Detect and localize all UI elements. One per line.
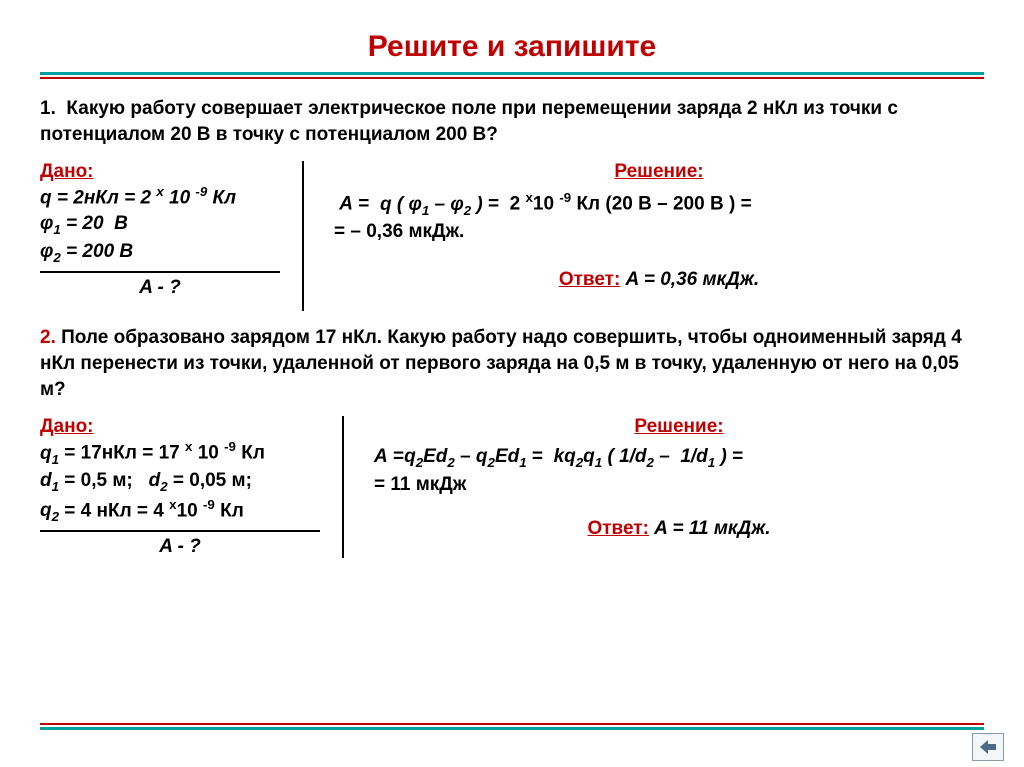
back-button[interactable] [972, 733, 1004, 761]
p1-find: A - ? [40, 275, 280, 299]
given-label-2: Дано: [40, 416, 320, 438]
p1-phi2: φ2 = 200 В [40, 239, 280, 267]
p1-sol-line2: = – 0,36 мкДж. [334, 219, 984, 245]
problem2-number: 2. [40, 327, 56, 348]
problem2-body: Поле образовано зарядом 17 нКл. Какую ра… [40, 327, 962, 399]
p2-q2: q2 = 4 нКл = 4 x10 -9 Кл [40, 496, 320, 526]
problem2-given: Дано: q1 = 17нКл = 17 x 10 -9 Кл d1 = 0,… [40, 416, 344, 558]
p2-d: d1 = 0,5 м; d2 = 0,05 м; [40, 468, 320, 496]
problem1-body: Какую работу совершает электрическое пол… [40, 98, 898, 145]
problem2-block: Дано: q1 = 17нКл = 17 x 10 -9 Кл d1 = 0,… [40, 416, 984, 558]
arrow-left-icon [980, 740, 996, 754]
p2-answer-val: A = 11 мкДж. [649, 518, 771, 539]
problem1-given: Дано: q = 2нКл = 2 x 10 -9 Кл φ1 = 20 В … [40, 161, 304, 311]
p1-hr [40, 271, 280, 273]
given-label-1: Дано: [40, 161, 280, 183]
p1-answer-val: A = 0,36 мкДж. [620, 269, 759, 290]
problem2-solution: Решение: A =q2Ed2 – q2Ed1 = kq2q1 ( 1/d2… [344, 416, 984, 541]
problem2-text: 2. Поле образовано зарядом 17 нКл. Какую… [40, 325, 984, 402]
solution-label-1: Решение: [334, 161, 984, 183]
slide-container: Решите и запишите 1. Какую работу соверш… [0, 0, 1024, 767]
p2-find: A - ? [40, 534, 320, 558]
problem1-text: 1. Какую работу совершает электрическое … [40, 96, 984, 147]
p2-answer: Ответ: A = 11 мкДж. [374, 516, 984, 542]
problem1-number: 1. [40, 98, 56, 119]
answer-label-2: Ответ: [587, 518, 648, 539]
p1-phi1: φ1 = 20 В [40, 211, 280, 239]
problem1-block: Дано: q = 2нКл = 2 x 10 -9 Кл φ1 = 20 В … [40, 161, 984, 311]
solution-label-2: Решение: [374, 416, 984, 438]
slide-title: Решите и запишите [40, 30, 984, 64]
p2-q1: q1 = 17нКл = 17 x 10 -9 Кл [40, 438, 320, 468]
p1-q: q = 2нКл = 2 x 10 -9 Кл [40, 183, 280, 211]
answer-label-1: Ответ: [559, 269, 620, 290]
p2-hr [40, 530, 320, 532]
p2-sol-line2: = 11 мкДж [374, 472, 984, 498]
bottom-divider [40, 723, 984, 729]
top-divider [40, 72, 984, 78]
p1-answer: Ответ: A = 0,36 мкДж. [334, 267, 984, 293]
p1-sol-line1: A = q ( φ1 – φ2 ) = 2 x10 -9 Кл (20 В – … [334, 189, 984, 219]
p2-sol-line1: A =q2Ed2 – q2Ed1 = kq2q1 ( 1/d2 – 1/d1 )… [374, 444, 984, 472]
problem1-solution: Решение: A = q ( φ1 – φ2 ) = 2 x10 -9 Кл… [304, 161, 984, 292]
